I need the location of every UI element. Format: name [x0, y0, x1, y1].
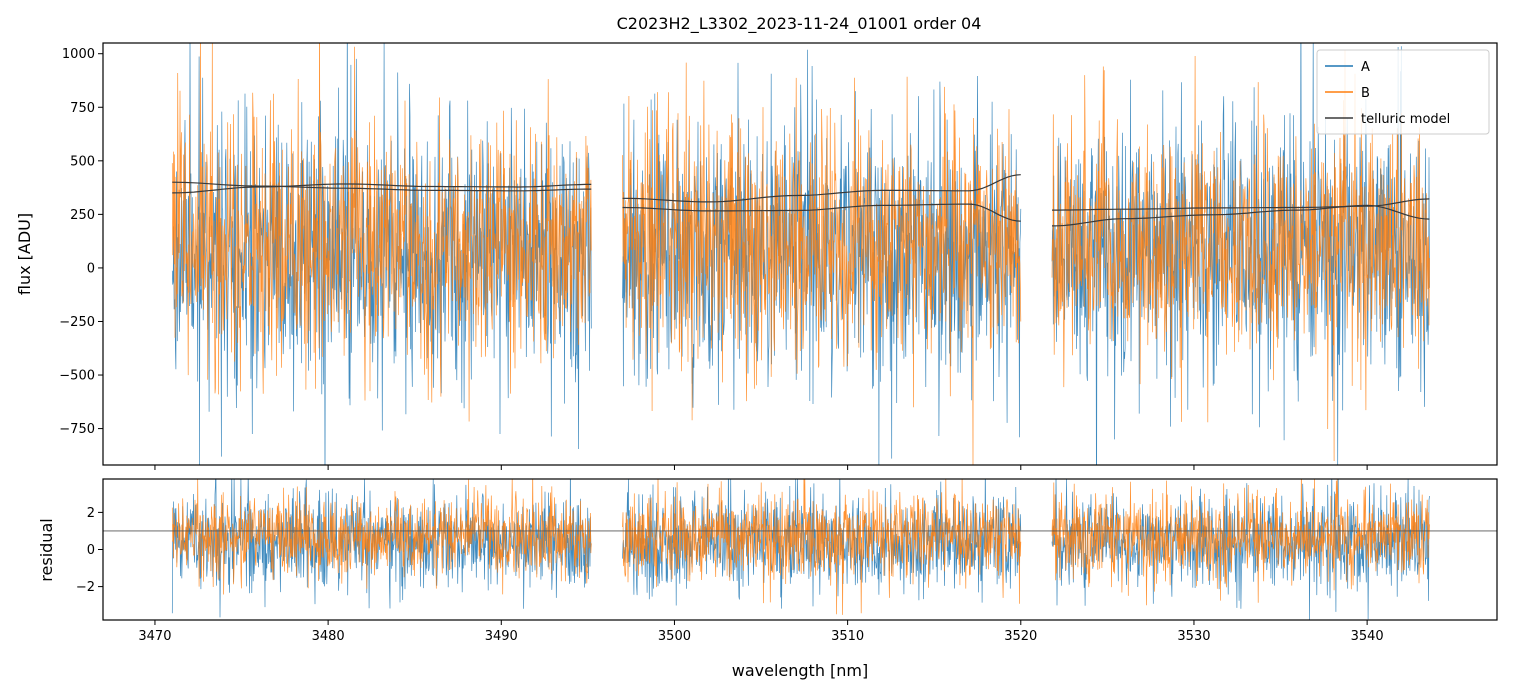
telluric-model-curve [172, 181, 592, 192]
series-B-trace [1051, 50, 1430, 462]
x-tick-label: 3530 [1177, 629, 1210, 644]
telluric-model-curve [172, 183, 592, 194]
legend-label-2: telluric model [1361, 112, 1450, 127]
series-B-trace [171, 43, 592, 422]
chart-title: C2023H2_L3302_2023-11-24_01001 order 04 [617, 14, 982, 34]
series-B-trace [622, 479, 1022, 615]
x-tick-label: 3540 [1351, 629, 1384, 644]
y-tick-label: 1000 [62, 47, 95, 62]
flux-panel: −750 −500 −250 0 250 500 750 1000 [59, 42, 1498, 470]
y-tick-label: −2 [76, 580, 95, 595]
x-tick-label: 3520 [1004, 629, 1037, 644]
y-axis-label-residual: residual [37, 518, 56, 581]
legend-label-0: A [1361, 60, 1370, 75]
series-A-trace [1051, 43, 1430, 465]
y-tick-label: 500 [70, 154, 95, 169]
series-B-trace [622, 62, 1022, 465]
y-tick-label: 0 [87, 543, 95, 558]
x-tick-label: 3490 [485, 629, 518, 644]
residual-panel: −2 0 2 3470 3480 3490 3500 3510 3520 3530 3540 [76, 478, 1498, 644]
x-tick-label: 3470 [138, 629, 171, 644]
legend-box [1316, 49, 1490, 135]
y-tick-label: 750 [70, 101, 95, 116]
y-tick-label: 2 [87, 506, 95, 521]
axes-frame [102, 42, 1498, 466]
telluric-model-curve [622, 174, 1021, 203]
y-tick-label: −500 [59, 369, 95, 384]
legend-label-1: B [1361, 86, 1370, 101]
telluric-model-curve [1051, 204, 1430, 227]
x-tick-label: 3510 [831, 629, 864, 644]
x-tick-label: 3500 [658, 629, 691, 644]
x-axis-label: wavelength [nm] [732, 661, 869, 680]
series-B-trace [1051, 479, 1430, 606]
y-tick-label: 250 [70, 208, 95, 223]
x-tick-label: 3480 [312, 629, 345, 644]
y-tick-label: 0 [87, 261, 95, 276]
series-B-trace [171, 479, 592, 595]
y-tick-label: −250 [59, 315, 95, 330]
y-axis-label-flux: flux [ADU] [15, 213, 34, 295]
telluric-model-curve [622, 203, 1021, 222]
y-tick-label: −750 [59, 422, 95, 437]
